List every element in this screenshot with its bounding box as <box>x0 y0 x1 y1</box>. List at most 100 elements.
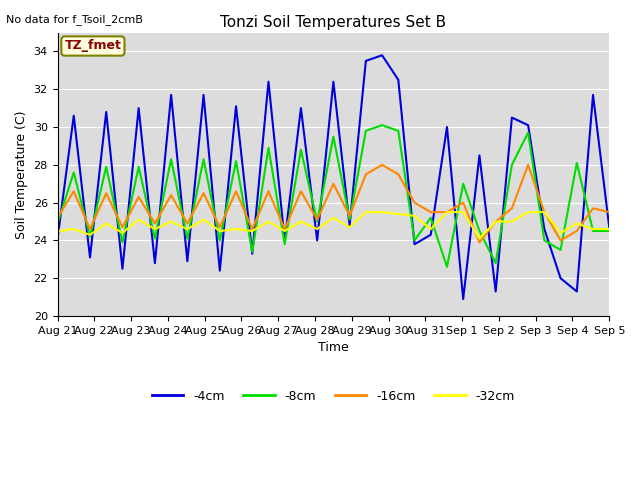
-16cm <box>167 192 175 198</box>
-8cm <box>281 241 289 247</box>
-8cm <box>216 238 223 243</box>
-32cm <box>86 232 94 238</box>
Legend: -4cm, -8cm, -16cm, -32cm: -4cm, -8cm, -16cm, -32cm <box>147 384 520 408</box>
-32cm <box>167 219 175 225</box>
-8cm <box>314 219 321 225</box>
-4cm <box>54 236 61 241</box>
-8cm <box>573 160 580 166</box>
-32cm <box>314 226 321 232</box>
-4cm <box>314 238 321 243</box>
-8cm <box>589 228 597 234</box>
-32cm <box>118 230 126 236</box>
-4cm <box>184 258 191 264</box>
-16cm <box>314 217 321 223</box>
-4cm <box>232 103 240 109</box>
-8cm <box>102 164 110 169</box>
-16cm <box>589 205 597 211</box>
-16cm <box>573 228 580 234</box>
-32cm <box>200 217 207 223</box>
-32cm <box>589 226 597 232</box>
-32cm <box>443 209 451 215</box>
-32cm <box>476 236 483 241</box>
-8cm <box>427 215 435 221</box>
-4cm <box>589 92 597 98</box>
-32cm <box>330 215 337 221</box>
-8cm <box>524 130 532 135</box>
-8cm <box>460 181 467 187</box>
-8cm <box>346 217 353 223</box>
-8cm <box>54 220 61 226</box>
-8cm <box>508 162 516 168</box>
-16cm <box>265 189 273 194</box>
-16cm <box>54 215 61 221</box>
Line: -4cm: -4cm <box>58 55 609 299</box>
-8cm <box>330 133 337 139</box>
-32cm <box>573 220 580 226</box>
-32cm <box>362 209 370 215</box>
-16cm <box>427 209 435 215</box>
-4cm <box>605 224 613 230</box>
-16cm <box>135 194 143 200</box>
-8cm <box>167 156 175 162</box>
-4cm <box>394 77 402 83</box>
-16cm <box>297 189 305 194</box>
-16cm <box>346 213 353 219</box>
-16cm <box>330 181 337 187</box>
-32cm <box>346 224 353 230</box>
-16cm <box>118 224 126 230</box>
Line: -32cm: -32cm <box>58 212 609 239</box>
-16cm <box>443 209 451 215</box>
-16cm <box>248 226 256 232</box>
-32cm <box>232 226 240 232</box>
-16cm <box>605 209 613 215</box>
-8cm <box>541 238 548 243</box>
X-axis label: Time: Time <box>318 341 349 354</box>
-4cm <box>151 260 159 266</box>
-8cm <box>151 236 159 241</box>
-4cm <box>378 52 386 58</box>
-16cm <box>411 200 419 205</box>
-16cm <box>86 226 94 232</box>
-8cm <box>232 158 240 164</box>
-16cm <box>281 226 289 232</box>
-4cm <box>200 92 207 98</box>
-4cm <box>330 79 337 84</box>
-8cm <box>362 128 370 134</box>
-32cm <box>135 217 143 223</box>
-8cm <box>200 156 207 162</box>
-8cm <box>118 240 126 245</box>
-4cm <box>460 296 467 302</box>
-32cm <box>541 209 548 215</box>
-32cm <box>70 226 77 232</box>
-8cm <box>135 164 143 169</box>
-8cm <box>605 228 613 234</box>
-16cm <box>460 200 467 205</box>
-4cm <box>281 238 289 243</box>
-4cm <box>411 241 419 247</box>
-4cm <box>265 79 273 84</box>
-32cm <box>460 209 467 215</box>
-32cm <box>151 226 159 232</box>
-4cm <box>492 288 499 294</box>
-16cm <box>394 171 402 177</box>
-8cm <box>443 264 451 270</box>
-4cm <box>508 115 516 120</box>
-16cm <box>151 220 159 226</box>
-4cm <box>427 232 435 238</box>
-32cm <box>394 211 402 217</box>
-8cm <box>476 228 483 234</box>
-4cm <box>443 124 451 130</box>
Text: TZ_fmet: TZ_fmet <box>65 39 122 52</box>
-16cm <box>492 219 499 225</box>
-8cm <box>394 128 402 134</box>
-4cm <box>524 122 532 128</box>
-16cm <box>70 189 77 194</box>
-32cm <box>524 209 532 215</box>
-4cm <box>118 266 126 272</box>
-32cm <box>378 209 386 215</box>
-4cm <box>216 268 223 274</box>
-32cm <box>216 228 223 234</box>
-32cm <box>297 219 305 225</box>
-8cm <box>492 260 499 266</box>
-4cm <box>248 251 256 256</box>
